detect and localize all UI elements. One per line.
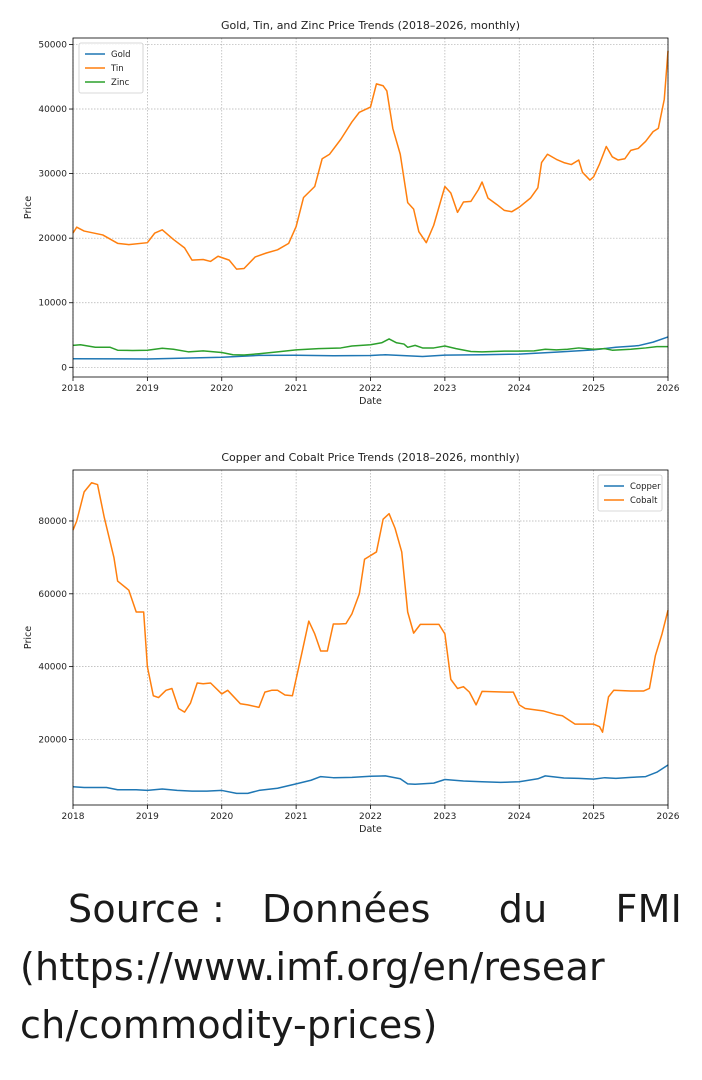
x-tick-label: 2019	[136, 812, 159, 822]
chart-gold-tin-zinc: Gold, Tin, and Zinc Price Trends (2018–2…	[23, 19, 680, 407]
series-line-cobalt	[72, 481, 669, 733]
y-tick-label: 40000	[38, 105, 67, 115]
y-axis-label: Price	[23, 626, 34, 649]
x-tick-label: 2020	[210, 812, 233, 822]
x-tick-label: 2026	[657, 812, 680, 822]
x-tick-label: 2025	[582, 384, 605, 394]
grid	[72, 470, 669, 805]
source-word: du	[498, 887, 548, 931]
y-tick-label: 60000	[38, 590, 67, 600]
series-line-gold	[72, 336, 669, 360]
grid	[72, 38, 669, 377]
x-axis-label: Date	[359, 396, 382, 407]
chart-copper-cobalt: Copper and Cobalt Price Trends (2018–202…	[23, 451, 680, 835]
legend: Gold Tin Zinc	[78, 42, 144, 94]
y-tick-label: 40000	[38, 663, 67, 673]
x-tick-label: 2020	[210, 384, 233, 394]
x-tick-label: 2022	[359, 384, 382, 394]
x-tick-label: 2022	[359, 812, 382, 822]
series-line-zinc	[72, 338, 668, 356]
y-axis-label: Price	[23, 196, 34, 219]
y-tick-label: 10000	[38, 299, 67, 309]
legend: Copper Cobalt	[597, 474, 663, 512]
source-note: Source : Données du FMI (https://www.imf.o…	[20, 880, 682, 1054]
legend-label-tin: Tin	[110, 64, 124, 74]
x-tick-label: 2023	[433, 384, 456, 394]
source-label: Source :	[68, 887, 225, 931]
series-line-copper	[72, 764, 669, 795]
x-tick-label: 2026	[657, 384, 680, 394]
chart-title: Gold, Tin, and Zinc Price Trends (2018–2…	[221, 19, 520, 32]
legend-label-cobalt: Cobalt	[630, 496, 658, 506]
x-tick-label: 2021	[285, 384, 308, 394]
x-tick-label: 2023	[433, 812, 456, 822]
legend-label-zinc: Zinc	[111, 78, 130, 88]
x-tick-label: 2021	[285, 812, 308, 822]
y-tick-label: 0	[61, 363, 67, 373]
legend-box	[597, 474, 663, 512]
x-tick-label: 2024	[508, 812, 531, 822]
chart-title: Copper and Cobalt Price Trends (2018–202…	[221, 451, 519, 464]
x-tick-label: 2018	[62, 384, 85, 394]
source-line-1: Source : Données du FMI	[20, 880, 682, 938]
legend-box	[78, 42, 144, 94]
y-tick-label: 20000	[38, 735, 67, 745]
source-word: Données	[262, 887, 431, 931]
x-axis-label: Date	[359, 824, 382, 835]
legend-label-gold: Gold	[111, 50, 131, 60]
x-tick-label: 2024	[508, 384, 531, 394]
source-url-part-2: ch/commodity-prices)	[20, 1003, 438, 1047]
series-line-tin	[72, 50, 669, 270]
source-url-part-1: (https://www.imf.org/en/resear	[20, 945, 605, 989]
source-text: Données du FMI	[262, 880, 682, 938]
legend-label-copper: Copper	[630, 482, 661, 492]
y-tick-label: 80000	[38, 517, 67, 527]
y-tick-label: 30000	[38, 170, 67, 180]
x-tick-label: 2018	[62, 812, 85, 822]
x-tick-label: 2019	[136, 384, 159, 394]
y-tick-label: 50000	[38, 40, 67, 50]
x-tick-label: 2025	[582, 812, 605, 822]
y-tick-label: 20000	[38, 234, 67, 244]
plot-frame	[72, 469, 669, 806]
source-word: FMI	[615, 887, 682, 931]
